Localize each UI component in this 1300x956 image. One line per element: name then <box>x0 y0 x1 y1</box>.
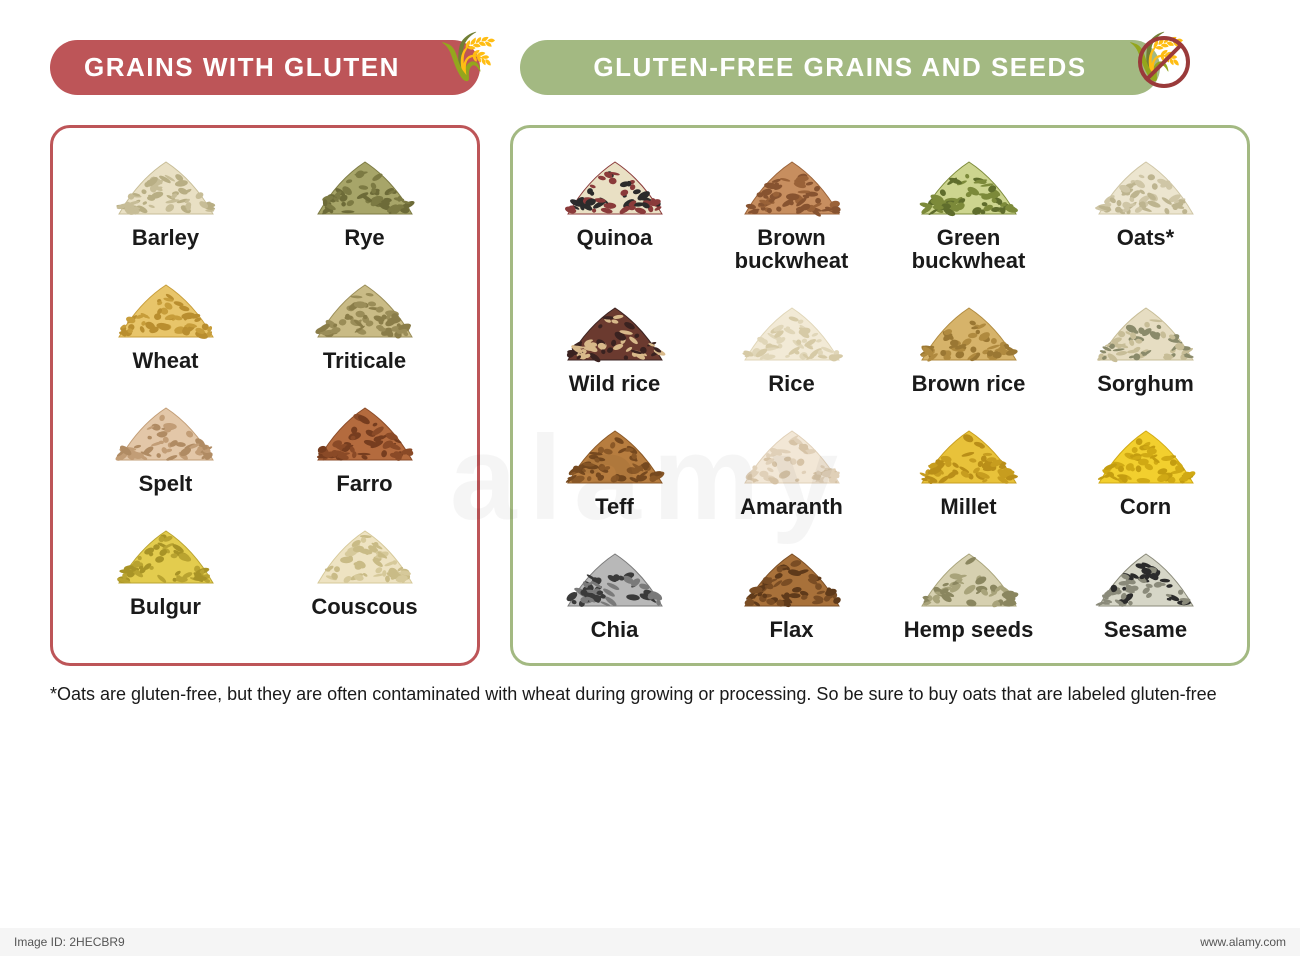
footer-bar: Image ID: 2HECBR9 www.alamy.com <box>0 928 1300 956</box>
grain-pile-icon <box>914 540 1024 612</box>
grain-pile-icon <box>310 394 420 466</box>
grain-pile-icon <box>914 148 1024 220</box>
grain-pile-icon <box>310 148 420 220</box>
panel-gluten: Barley Rye Wheat Triticale Spelt Farro B… <box>50 125 480 666</box>
grain-pile-icon <box>310 271 420 343</box>
grain-pile-icon <box>560 148 670 220</box>
grain-cell: Green buckwheat <box>885 148 1052 272</box>
grain-pile-icon <box>737 417 847 489</box>
grain-cell: Flax <box>708 540 875 641</box>
grain-cell: Teff <box>531 417 698 518</box>
grain-pile-icon <box>111 271 221 343</box>
grain-pile-icon <box>111 148 221 220</box>
grain-label: Rye <box>344 226 384 249</box>
grain-label: Corn <box>1120 495 1171 518</box>
grain-label: Flax <box>769 618 813 641</box>
grain-cell: Bulgur <box>71 517 260 618</box>
grain-pile-icon <box>310 517 420 589</box>
grain-label: Barley <box>132 226 199 249</box>
grain-label: Wild rice <box>569 372 661 395</box>
grid-free: Quinoa Brown buckwheat Green buckwheat O… <box>531 148 1229 653</box>
grain-label: Chia <box>591 618 639 641</box>
grain-pile-icon <box>111 517 221 589</box>
grain-cell: Triticale <box>270 271 459 372</box>
grain-cell: Millet <box>885 417 1052 518</box>
footer-image-id: Image ID: 2HECBR9 <box>14 935 125 949</box>
grain-label: Hemp seeds <box>904 618 1034 641</box>
grain-cell: Brown buckwheat <box>708 148 875 272</box>
grain-cell: Couscous <box>270 517 459 618</box>
grain-label: Bulgur <box>130 595 201 618</box>
footnote: *Oats are gluten-free, but they are ofte… <box>50 684 1250 705</box>
header-pill-gluten: GRAINS WITH GLUTEN 🌾 <box>50 40 480 95</box>
grain-label: Wheat <box>133 349 199 372</box>
grain-label: Amaranth <box>740 495 843 518</box>
grain-label: Rice <box>768 372 814 395</box>
grain-cell: Amaranth <box>708 417 875 518</box>
grain-cell: Sesame <box>1062 540 1229 641</box>
grain-cell: Hemp seeds <box>885 540 1052 641</box>
no-gluten-icon <box>1138 36 1190 88</box>
grain-cell: Spelt <box>71 394 260 495</box>
grain-label: Brown rice <box>912 372 1026 395</box>
grain-label: Triticale <box>323 349 406 372</box>
grain-label: Farro <box>336 472 392 495</box>
grain-pile-icon <box>737 294 847 366</box>
grain-label: Spelt <box>139 472 193 495</box>
grain-label: Teff <box>595 495 634 518</box>
grain-cell: Barley <box>71 148 260 249</box>
grain-cell: Quinoa <box>531 148 698 272</box>
header-free-label: GLUTEN-FREE GRAINS AND SEEDS <box>593 52 1086 83</box>
grain-pile-icon <box>1091 294 1201 366</box>
grain-cell: Corn <box>1062 417 1229 518</box>
grain-cell: Brown rice <box>885 294 1052 395</box>
grain-pile-icon <box>560 417 670 489</box>
grain-pile-icon <box>560 540 670 612</box>
grain-cell: Farro <box>270 394 459 495</box>
grain-cell: Oats* <box>1062 148 1229 272</box>
grain-cell: Chia <box>531 540 698 641</box>
grain-cell: Wheat <box>71 271 260 372</box>
grain-label: Oats* <box>1117 226 1174 249</box>
grain-label: Couscous <box>311 595 417 618</box>
grain-pile-icon <box>914 294 1024 366</box>
header-gluten-label: GRAINS WITH GLUTEN <box>84 52 400 83</box>
panels-row: Barley Rye Wheat Triticale Spelt Farro B… <box>50 125 1250 666</box>
grid-gluten: Barley Rye Wheat Triticale Spelt Farro B… <box>71 148 459 630</box>
grain-pile-icon <box>1091 540 1201 612</box>
grain-cell: Rye <box>270 148 459 249</box>
grain-label: Sorghum <box>1097 372 1194 395</box>
grain-pile-icon <box>111 394 221 466</box>
grain-pile-icon <box>914 417 1024 489</box>
grain-pile-icon <box>737 540 847 612</box>
grain-label: Quinoa <box>577 226 653 249</box>
grain-cell: Rice <box>708 294 875 395</box>
grain-label: Millet <box>940 495 996 518</box>
grain-pile-icon <box>560 294 670 366</box>
grain-label: Sesame <box>1104 618 1187 641</box>
wheat-icon: 🌾 <box>439 28 500 85</box>
header-pill-free: GLUTEN-FREE GRAINS AND SEEDS 🌾 <box>520 40 1160 95</box>
footer-site: www.alamy.com <box>1200 935 1286 949</box>
grain-pile-icon <box>1091 417 1201 489</box>
grain-label: Green buckwheat <box>885 226 1052 272</box>
grain-cell: Wild rice <box>531 294 698 395</box>
grain-cell: Sorghum <box>1062 294 1229 395</box>
grain-pile-icon <box>1091 148 1201 220</box>
grain-pile-icon <box>737 148 847 220</box>
panel-free: Quinoa Brown buckwheat Green buckwheat O… <box>510 125 1250 666</box>
grain-label: Brown buckwheat <box>708 226 875 272</box>
header-row: GRAINS WITH GLUTEN 🌾 GLUTEN-FREE GRAINS … <box>50 40 1250 95</box>
